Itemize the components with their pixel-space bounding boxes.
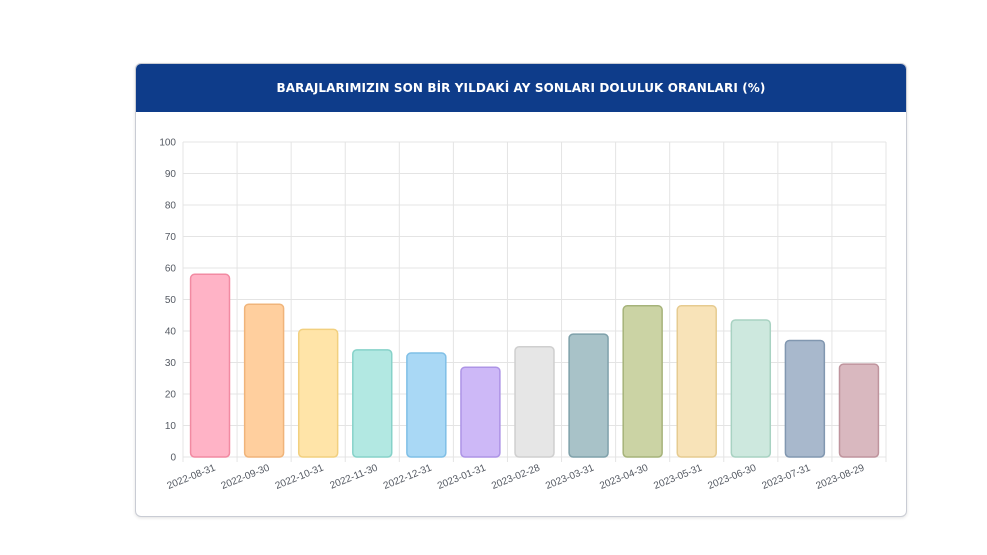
bar: [297, 328, 339, 458]
y-tick-label: 70: [165, 232, 177, 243]
x-tick-label: 2022-11-30: [329, 462, 380, 491]
bar: [406, 352, 447, 458]
x-tick-label: 2023-07-31: [760, 462, 812, 492]
bar: [189, 273, 231, 458]
y-tick-label: 90: [165, 169, 177, 180]
bar: [514, 346, 555, 458]
bar: [568, 333, 609, 458]
x-tick-label: 2023-03-31: [544, 462, 596, 492]
y-tick-label: 100: [159, 138, 176, 149]
y-tick-label: 20: [165, 390, 177, 401]
x-tick-label: 2023-04-30: [598, 462, 650, 492]
bar: [352, 349, 393, 458]
x-tick-label: 2023-05-31: [652, 462, 704, 492]
y-tick-label: 30: [165, 358, 177, 369]
bar: [730, 319, 772, 458]
x-tick-label: 2023-02-28: [490, 462, 542, 492]
x-tick-label: 2023-01-31: [436, 462, 488, 492]
bar: [676, 305, 717, 458]
bar: [784, 339, 826, 458]
x-tick-label: 2022-10-31: [274, 462, 326, 492]
bar: [243, 303, 285, 458]
y-tick-label: 10: [165, 421, 177, 432]
x-tick-label: 2022-08-31: [166, 462, 218, 492]
x-tick-label: 2022-12-31: [382, 462, 434, 492]
bar-chart: 0 10 20 30 40 50 60 70 80 90 100 2022-08-31 2022-09-…: [159, 138, 887, 492]
x-tick-label: 2023-08-29: [815, 462, 867, 492]
chart-card: BARAJLARIMIZIN SON BİR YILDAKİ AY SONLAR…: [135, 63, 907, 517]
x-tick-label: 2023-06-30: [706, 462, 758, 492]
y-tick-label: 40: [165, 327, 177, 338]
bar: [622, 305, 663, 458]
chart-title: BARAJLARIMIZIN SON BİR YILDAKİ AY SONLAR…: [276, 81, 766, 95]
x-tick-label: 2022-09-30: [220, 462, 272, 492]
y-tick-label: 60: [165, 264, 177, 275]
bar: [460, 366, 501, 458]
bar: [838, 363, 880, 458]
card-header: BARAJLARIMIZIN SON BİR YILDAKİ AY SONLAR…: [136, 64, 906, 112]
y-tick-label: 80: [165, 201, 177, 212]
y-tick-label: 50: [165, 295, 177, 306]
y-tick-label: 0: [170, 453, 176, 464]
